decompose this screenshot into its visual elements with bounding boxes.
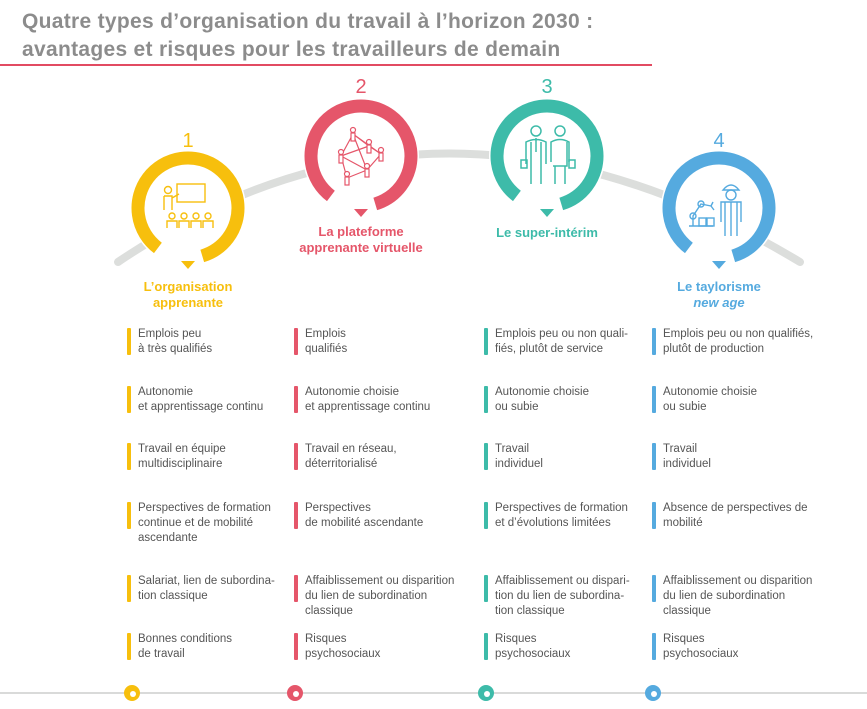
column-3-row-6: Risques psychosociaux xyxy=(484,632,653,662)
row-marker-bar xyxy=(294,443,298,470)
row-text: Risques psychosociaux xyxy=(663,633,739,660)
title-line-2: avantages et risques pour les travailleu… xyxy=(22,38,561,61)
column-4-name-main: Le taylorisme xyxy=(677,279,761,294)
column-4-row-5: Affaiblissement ou disparition du lien d… xyxy=(652,574,821,619)
column-3-row-3: Travail individuel xyxy=(484,442,653,472)
column-4-row-3: Travail individuel xyxy=(652,442,821,472)
row-text: Perspectives de formation et d’évolution… xyxy=(495,502,628,529)
column-1-row-5: Salariat, lien de subordina- tion classi… xyxy=(127,574,296,604)
row-text: Travail en réseau, déterritorialisé xyxy=(305,443,397,470)
row-text: Autonomie choisie ou subie xyxy=(663,386,757,413)
column-4-row-2: Autonomie choisie ou subie xyxy=(652,385,821,415)
row-marker-bar xyxy=(484,502,488,529)
row-text: Autonomie choisie et apprentissage conti… xyxy=(305,386,431,413)
column-3-row-4: Perspectives de formation et d’évolution… xyxy=(484,501,653,531)
row-marker-bar xyxy=(127,443,131,470)
column-4-row-6: Risques psychosociaux xyxy=(652,632,821,662)
row-marker-bar xyxy=(294,328,298,355)
row-text: Emplois peu ou non qualifiés, plutôt de … xyxy=(663,328,814,355)
row-marker-bar xyxy=(294,502,298,529)
row-marker-bar xyxy=(652,502,656,529)
row-text: Affaiblissement ou dispari- tion du lien… xyxy=(495,575,630,617)
row-text: Absence de perspectives de mobilité xyxy=(663,502,808,529)
row-marker-bar xyxy=(127,502,131,529)
row-marker-bar xyxy=(294,575,298,602)
row-marker-bar xyxy=(484,328,488,355)
column-2-row-2: Autonomie choisie et apprentissage conti… xyxy=(294,385,463,415)
gauge-1 xyxy=(130,150,246,269)
column-2-row-5: Affaiblissement ou disparition du lien d… xyxy=(294,574,463,619)
teacher-classroom-icon xyxy=(163,183,214,228)
column-4-row-4: Absence de perspectives de mobilité xyxy=(652,501,821,531)
column-1-row-6: Bonnes conditions de travail xyxy=(127,632,296,662)
business-people-icon xyxy=(520,125,576,184)
row-marker-bar xyxy=(127,633,131,660)
row-marker-bar xyxy=(484,386,488,413)
column-1-row-2: Autonomie et apprentissage continu xyxy=(127,385,296,415)
column-1-number: 1 xyxy=(182,130,194,152)
column-4-name: Le taylorisme new age xyxy=(624,279,814,311)
column-2-row-3: Travail en réseau, déterritorialisé xyxy=(294,442,463,472)
row-marker-bar xyxy=(652,575,656,602)
timeline-dot-2 xyxy=(287,685,303,701)
row-text: Affaiblissement ou disparition du lien d… xyxy=(663,575,813,617)
row-marker-bar xyxy=(652,443,656,470)
title-underline xyxy=(0,64,652,66)
network-people-icon xyxy=(337,126,385,186)
column-1-row-4: Perspectives de formation continue et de… xyxy=(127,501,296,546)
column-3-row-2: Autonomie choisie ou subie xyxy=(484,385,653,415)
row-marker-bar xyxy=(484,443,488,470)
column-4-row-1: Emplois peu ou non qualifiés, plutôt de … xyxy=(652,327,821,357)
row-text: Salariat, lien de subordina- tion classi… xyxy=(138,575,275,602)
row-marker-bar xyxy=(294,386,298,413)
row-marker-bar xyxy=(652,386,656,413)
page-title: Quatre types d’organisation du travail à… xyxy=(22,8,593,64)
row-marker-bar xyxy=(652,328,656,355)
column-3-row-1: Emplois peu ou non quali- fiés, plutôt d… xyxy=(484,327,653,357)
row-text: Emplois qualifiés xyxy=(305,328,348,355)
row-text: Travail individuel xyxy=(663,443,711,470)
row-marker-bar xyxy=(484,633,488,660)
row-text: Travail en équipe multidisciplinaire xyxy=(138,443,226,470)
column-2-row-6: Risques psychosociaux xyxy=(294,632,463,662)
column-1-name: L’organisation apprenante xyxy=(143,279,233,310)
row-text: Emplois peu ou non quali- fiés, plutôt d… xyxy=(495,328,628,355)
timeline-dot-1 xyxy=(124,685,140,701)
column-2-row-4: Perspectives de mobilité ascendante xyxy=(294,501,463,531)
column-4-name-italic: new age xyxy=(693,295,745,310)
row-marker-bar xyxy=(484,575,488,602)
column-2-number: 2 xyxy=(355,76,367,98)
column-2-name: La plateforme apprenante virtuelle xyxy=(299,224,423,255)
row-text: Travail individuel xyxy=(495,443,543,470)
gauge-4 xyxy=(661,150,777,269)
row-text: Perspectives de formation continue et de… xyxy=(138,502,271,544)
title-line-1: Quatre types d’organisation du travail à… xyxy=(22,10,594,33)
column-3-name: Le super-intérim xyxy=(496,225,598,240)
robot-worker-icon xyxy=(689,184,742,236)
row-text: Autonomie et apprentissage continu xyxy=(138,386,264,413)
row-marker-bar xyxy=(652,633,656,660)
timeline-dot-3 xyxy=(478,685,494,701)
bottom-timeline xyxy=(0,692,867,694)
gauge-3 xyxy=(489,98,605,217)
row-marker-bar xyxy=(127,575,131,602)
row-marker-bar xyxy=(127,328,131,355)
row-marker-bar xyxy=(127,386,131,413)
column-1-row-3: Travail en équipe multidisciplinaire xyxy=(127,442,296,472)
row-text: Bonnes conditions de travail xyxy=(138,633,232,660)
row-text: Perspectives de mobilité ascendante xyxy=(305,502,424,529)
row-marker-bar xyxy=(294,633,298,660)
column-3-row-5: Affaiblissement ou dispari- tion du lien… xyxy=(484,574,653,619)
row-text: Autonomie choisie ou subie xyxy=(495,386,589,413)
column-4-number: 4 xyxy=(713,130,725,152)
row-text: Risques psychosociaux xyxy=(305,633,381,660)
row-text: Affaiblissement ou disparition du lien d… xyxy=(305,575,455,617)
column-3-number: 3 xyxy=(541,76,553,98)
row-text: Emplois peu à très qualifiés xyxy=(138,328,213,355)
column-1-row-1: Emplois peu à très qualifiés xyxy=(127,327,296,357)
column-2-row-1: Emplois qualifiés xyxy=(294,327,463,357)
timeline-dot-4 xyxy=(645,685,661,701)
row-text: Risques psychosociaux xyxy=(495,633,571,660)
